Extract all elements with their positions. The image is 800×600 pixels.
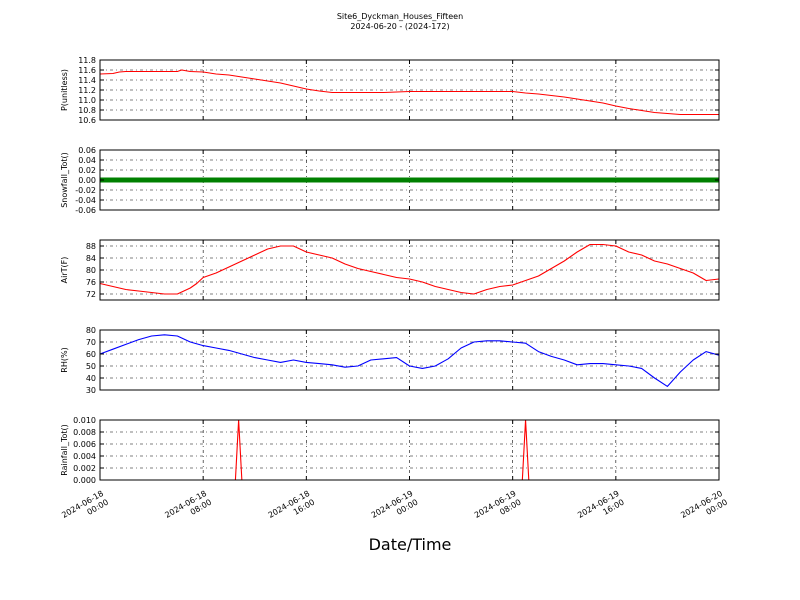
- y-tick-label: 11.2: [78, 86, 96, 95]
- panel-1: 10.610.811.011.211.411.611.8 P(unitless): [60, 56, 720, 125]
- y-tick-label: 70: [86, 338, 96, 347]
- y-tick-label: 10.6: [78, 116, 96, 125]
- y-tick-label: 0.004: [73, 452, 96, 461]
- y-tick-label: -0.06: [75, 206, 96, 215]
- y-tick-label: 0.04: [78, 156, 96, 165]
- y-tick-label: 84: [86, 254, 96, 263]
- y-tick-label: 76: [86, 278, 96, 287]
- y-tick-label: 50: [86, 362, 96, 371]
- y-tick-label: -0.04: [75, 196, 96, 205]
- x-axis-label: Date/Time: [369, 535, 452, 554]
- y-tick-label: 10.8: [78, 106, 96, 115]
- y-tick-label: 72: [86, 290, 96, 299]
- chart-title: Site6_Dyckman_Houses_Fifteen: [337, 12, 463, 21]
- series-line: [99, 243, 720, 295]
- y-tick-label: 88: [86, 242, 96, 251]
- panel-4: 30 40 50 60 70 80 RH(%): [60, 326, 720, 395]
- y-tick-label: 11.6: [78, 66, 96, 75]
- chart-subtitle: 2024-06-20 - (2024-172): [350, 22, 449, 31]
- y-tick-label: 11.4: [78, 76, 96, 85]
- y-tick-label: 11.8: [78, 56, 96, 65]
- y-tick-label: 0.000: [73, 476, 96, 485]
- y-axis-label: Snowfall_Tot(): [60, 152, 69, 208]
- panels-group: 10.610.811.011.211.411.611.8 P(unitless) -…: [60, 56, 720, 485]
- y-tick-label: 80: [86, 266, 96, 275]
- y-axis-label: AirT(F): [60, 257, 69, 284]
- panel-2: -0.06-0.04-0.020.000.020.040.06 Snowfall_…: [60, 146, 720, 215]
- y-tick-label: 60: [86, 350, 96, 359]
- y-axis-label: RH(%): [60, 347, 69, 372]
- y-tick-label: 0.02: [78, 166, 96, 175]
- y-tick-label: 11.0: [78, 96, 96, 105]
- y-tick-label: 0.00: [78, 176, 96, 185]
- y-axis-label: P(unitless): [60, 69, 69, 111]
- series-line: [99, 334, 720, 387]
- y-tick-label: 0.06: [78, 146, 96, 155]
- y-tick-label: 0.008: [73, 428, 96, 437]
- y-tick-label: 80: [86, 326, 96, 335]
- panel-5: 0.000 0.002 0.004 0.006 0.008 0.010 Rainfall_T…: [60, 416, 720, 485]
- y-tick-label: 0.006: [73, 440, 96, 449]
- y-tick-label: 40: [86, 374, 96, 383]
- y-tick-label: 30: [86, 386, 96, 395]
- y-tick-label: 0.010: [73, 416, 96, 425]
- y-tick-label: -0.02: [75, 186, 96, 195]
- panel-3: 72 76 80 84 88 AirT(F): [60, 239, 720, 301]
- series-line: [99, 69, 719, 116]
- y-tick-label: 0.002: [73, 464, 96, 473]
- y-axis-label: Rainfall_Tot(): [60, 424, 69, 476]
